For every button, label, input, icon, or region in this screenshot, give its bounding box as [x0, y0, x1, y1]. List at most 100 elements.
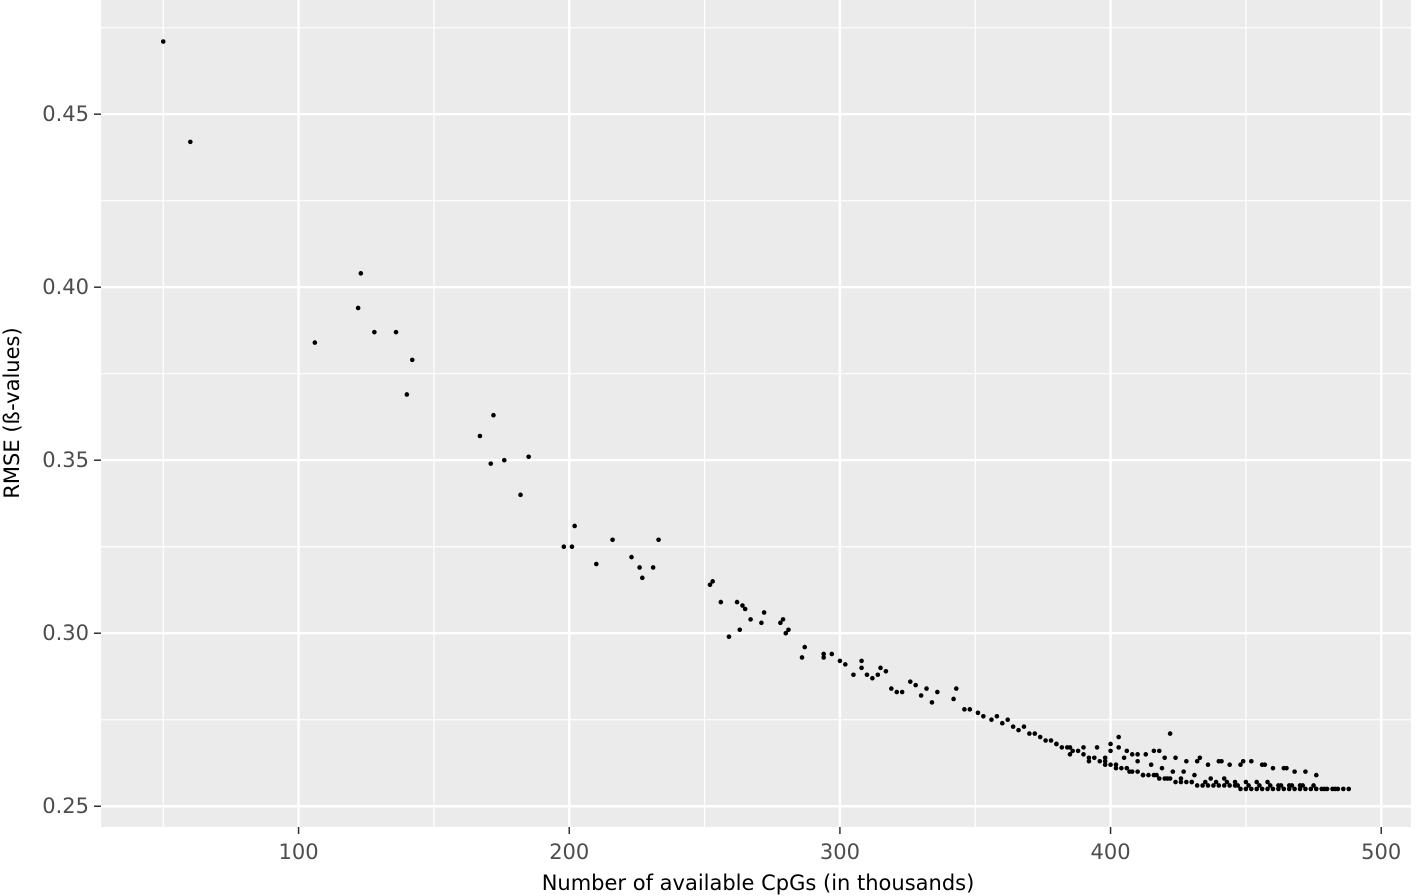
- data-point: [742, 606, 748, 612]
- data-point: [1249, 786, 1254, 792]
- data-point: [1332, 786, 1338, 792]
- data-point: [491, 412, 496, 418]
- data-point: [829, 651, 835, 657]
- data-point: [889, 686, 894, 691]
- x-tick-label: 300: [820, 840, 860, 864]
- data-point: [1227, 783, 1232, 788]
- data-point: [1094, 745, 1100, 750]
- data-point: [710, 579, 715, 584]
- y-axis-title: RMSE (ß-values): [0, 327, 24, 498]
- data-point: [1113, 765, 1119, 771]
- data-point: [761, 610, 767, 615]
- data-point: [1257, 783, 1262, 788]
- data-point: [1308, 786, 1314, 792]
- data-point: [1313, 786, 1319, 792]
- data-point: [1156, 776, 1162, 781]
- data-point: [1102, 758, 1108, 764]
- data-point: [1346, 786, 1352, 792]
- data-point: [1297, 783, 1303, 788]
- data-point: [1000, 720, 1005, 726]
- data-point: [1227, 762, 1232, 768]
- data-point: [951, 696, 956, 702]
- data-point: [851, 672, 856, 678]
- data-point: [1262, 762, 1268, 768]
- data-point: [1313, 772, 1319, 778]
- data-point: [1121, 755, 1127, 761]
- data-point: [610, 537, 615, 543]
- data-point: [864, 672, 870, 678]
- data-point: [821, 655, 826, 660]
- data-point: [748, 617, 753, 622]
- data-point: [1016, 727, 1021, 733]
- data-point: [924, 686, 929, 691]
- data-point: [1086, 758, 1092, 764]
- data-point: [1108, 748, 1113, 754]
- data-point: [1205, 783, 1211, 788]
- data-point: [1303, 769, 1308, 774]
- data-point: [518, 492, 523, 498]
- data-point: [1081, 745, 1086, 750]
- data-point: [1146, 772, 1151, 778]
- data-point: [526, 454, 531, 460]
- data-point: [477, 433, 483, 439]
- data-point: [726, 634, 732, 639]
- data-point: [894, 689, 900, 695]
- data-point: [1005, 717, 1011, 723]
- data-point: [1265, 779, 1270, 785]
- data-point: [1238, 786, 1243, 792]
- data-point: [1159, 765, 1165, 771]
- data-point: [1284, 765, 1289, 771]
- data-point: [759, 620, 764, 626]
- data-point: [1181, 769, 1186, 774]
- data-point: [1213, 779, 1219, 785]
- data-point: [1197, 755, 1203, 761]
- data-point: [1286, 783, 1292, 788]
- data-point: [1162, 755, 1167, 761]
- data-point: [907, 679, 913, 684]
- data-point: [975, 710, 981, 716]
- data-point: [962, 707, 967, 712]
- data-point: [1113, 762, 1119, 768]
- major-gridlines: [101, 0, 1411, 827]
- data-points: [160, 39, 1352, 792]
- data-point: [1254, 786, 1260, 792]
- data-point: [883, 668, 889, 674]
- data-point: [1021, 724, 1027, 729]
- data-point: [1286, 786, 1292, 792]
- data-point: [1254, 779, 1260, 785]
- y-tick-label: 0.25: [42, 794, 89, 818]
- data-point: [929, 700, 935, 705]
- y-tick-label: 0.40: [42, 275, 89, 299]
- data-point: [783, 630, 789, 636]
- data-point: [1221, 776, 1227, 781]
- data-point: [1238, 762, 1243, 768]
- data-point: [404, 392, 410, 397]
- data-point: [953, 686, 959, 691]
- data-point: [1143, 752, 1149, 757]
- data-point: [1194, 783, 1200, 788]
- data-point: [786, 627, 791, 633]
- data-point: [1178, 779, 1184, 785]
- data-point: [967, 707, 973, 712]
- data-point: [1194, 758, 1200, 764]
- data-point: [1102, 755, 1108, 761]
- data-point: [1276, 786, 1281, 792]
- data-point: [1303, 786, 1308, 792]
- data-point: [918, 693, 924, 698]
- data-point: [1135, 752, 1140, 757]
- data-point: [1067, 745, 1073, 750]
- data-point: [875, 672, 881, 678]
- data-point: [1235, 783, 1241, 788]
- data-point: [821, 651, 826, 657]
- data-point: [1178, 776, 1184, 781]
- data-point: [1129, 752, 1135, 757]
- data-point: [1097, 758, 1103, 764]
- data-point: [981, 713, 986, 719]
- data-point: [637, 565, 642, 570]
- x-tick-label: 200: [549, 840, 589, 864]
- data-point: [1167, 731, 1173, 736]
- data-point: [1173, 779, 1178, 785]
- data-point: [1202, 779, 1208, 785]
- data-point: [1322, 786, 1327, 792]
- data-point: [640, 575, 645, 581]
